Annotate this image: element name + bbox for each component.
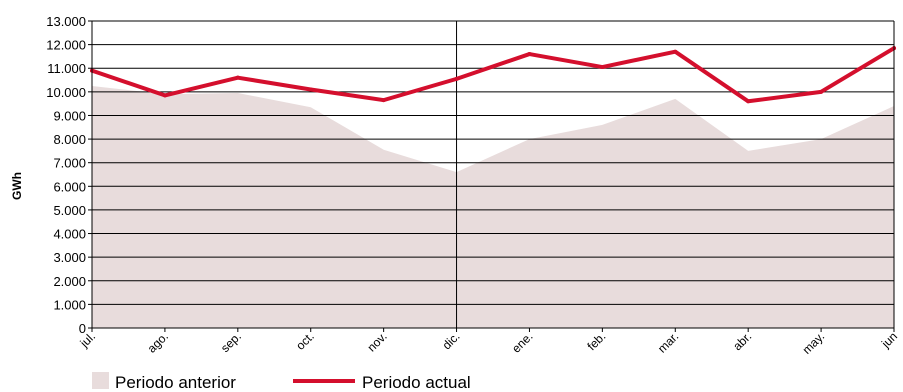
y-tick-label: 9.000 (53, 108, 86, 123)
data-point-periodo-actual (527, 52, 532, 57)
x-tick-label: mar. (655, 329, 681, 355)
area-series-periodo-anterior (92, 85, 894, 328)
y-tick-label: 8.000 (53, 132, 86, 147)
data-point-periodo-actual (600, 65, 605, 70)
legend-label-periodo-actual: Periodo actual (362, 373, 471, 392)
y-tick-label: 11.000 (47, 61, 86, 76)
y-tick-labels: 0 1.000 2.000 3.000 4.000 5.000 6.000 7.000 8.00… (46, 14, 86, 336)
y-tick-label: 12.000 (46, 38, 86, 53)
data-point-periodo-actual (746, 99, 751, 104)
data-point-periodo-actual (381, 98, 386, 103)
legend: Periodo anterior Periodo actual (92, 372, 471, 392)
data-point-periodo-actual (235, 75, 240, 80)
x-tick-label: ene. (509, 329, 535, 355)
y-tick-label: 3.000 (53, 250, 86, 265)
x-tick-label: dic. (440, 329, 463, 352)
data-point-periodo-actual (308, 87, 313, 92)
y-tick-label: 6.000 (53, 179, 86, 194)
y-tick-label: 13.000 (46, 14, 86, 29)
y-axis-label: GWh (10, 172, 24, 200)
axis-layer (88, 20, 895, 332)
x-tick-label: jun (878, 329, 900, 351)
data-point-periodo-actual (819, 89, 824, 94)
legend-swatch-periodo-anterior (92, 372, 109, 389)
x-tick-label: nov. (364, 329, 389, 354)
y-tick-label: 0 (79, 321, 86, 336)
x-tick-label: may. (800, 329, 828, 357)
data-point-periodo-actual (162, 93, 167, 98)
x-tick-label: sep. (218, 329, 244, 355)
data-point-periodo-actual (454, 76, 459, 81)
x-tick-label: oct. (293, 329, 317, 353)
line-layer (90, 46, 896, 104)
y-tick-label: 5.000 (53, 203, 86, 218)
y-tick-label: 1.000 (53, 297, 86, 312)
grid-layer (92, 20, 894, 328)
y-tick-label: 2.000 (53, 274, 86, 289)
x-tick-label: feb. (584, 329, 608, 353)
y-tick-label: 7.000 (53, 156, 86, 171)
y-tick-label: 10.000 (46, 85, 86, 100)
area-layer (92, 85, 894, 328)
data-point-periodo-actual (673, 49, 678, 54)
x-tick-labels: jul. ago. sep. oct. nov. dic. ene. feb. mar. abr.… (77, 329, 900, 357)
x-tick-label: abr. (730, 329, 754, 353)
legend-label-periodo-anterior: Periodo anterior (115, 373, 236, 392)
y-tick-label: 4.000 (53, 227, 86, 242)
line-series-periodo-actual (90, 46, 896, 104)
x-tick-label: ago. (145, 329, 171, 355)
